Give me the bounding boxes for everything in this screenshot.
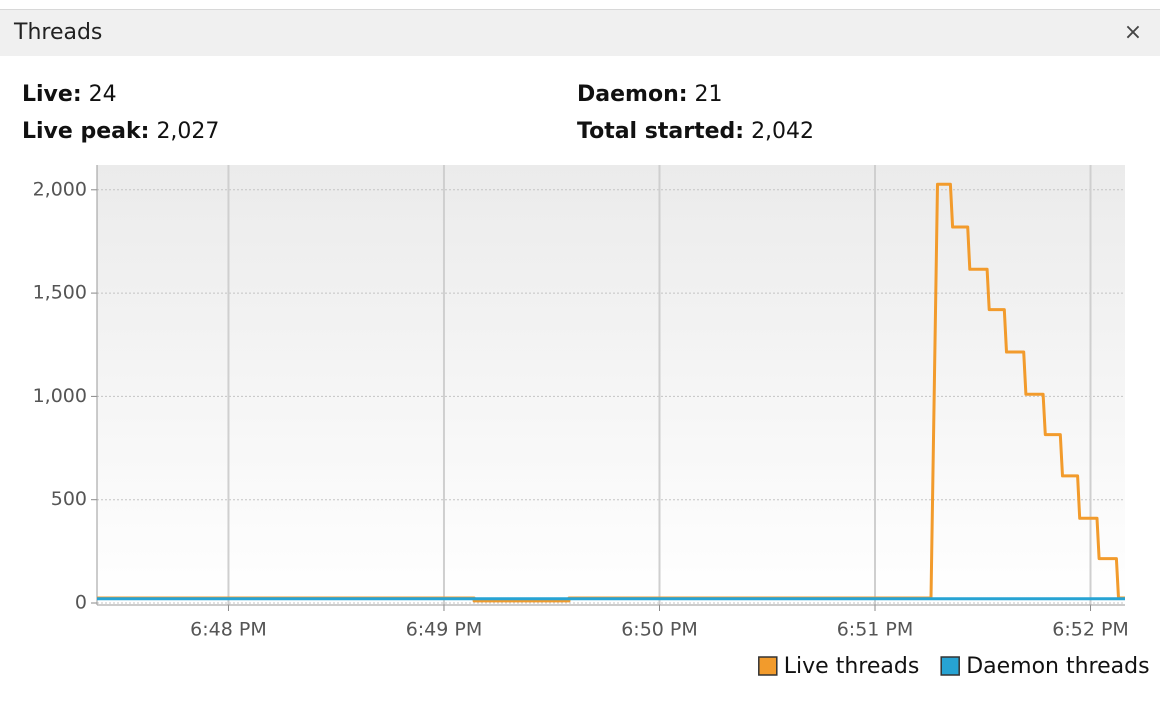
y-tick-label: 2,000 [33,178,87,200]
header-bar [0,9,1160,56]
stat-label: Daemon: [577,82,688,107]
stat: Total started: 2,042 [577,119,814,144]
x-tick-label: 6:51 PM [837,619,914,641]
y-tick-label: 1,500 [33,282,87,304]
stat-value: 2,042 [751,119,814,144]
stat: Live peak: 2,027 [22,119,219,144]
panel-title: Threads [13,20,102,45]
stat-label: Total started: [577,119,744,144]
legend-label: Daemon threads [966,654,1149,679]
stat-label: Live peak: [22,119,149,144]
y-tick-label: 500 [51,488,87,510]
plot-area [97,165,1125,605]
stat-value: 24 [89,82,117,107]
close-button[interactable]: × [1124,20,1142,45]
legend-label: Live threads [784,654,920,679]
x-tick-label: 6:50 PM [621,619,698,641]
x-tick-label: 6:52 PM [1052,619,1129,641]
stat: Live: 24 [22,82,117,107]
y-tick-label: 1,000 [33,385,87,407]
stat-label: Live: [22,82,82,107]
legend-swatch [758,656,778,676]
x-tick-label: 6:48 PM [190,619,267,641]
stat-value: 21 [695,82,723,107]
y-tick-label: 0 [75,592,87,614]
legend-swatch [940,656,960,676]
stat: Daemon: 21 [577,82,723,107]
x-tick-label: 6:49 PM [406,619,483,641]
stat-value: 2,027 [156,119,219,144]
